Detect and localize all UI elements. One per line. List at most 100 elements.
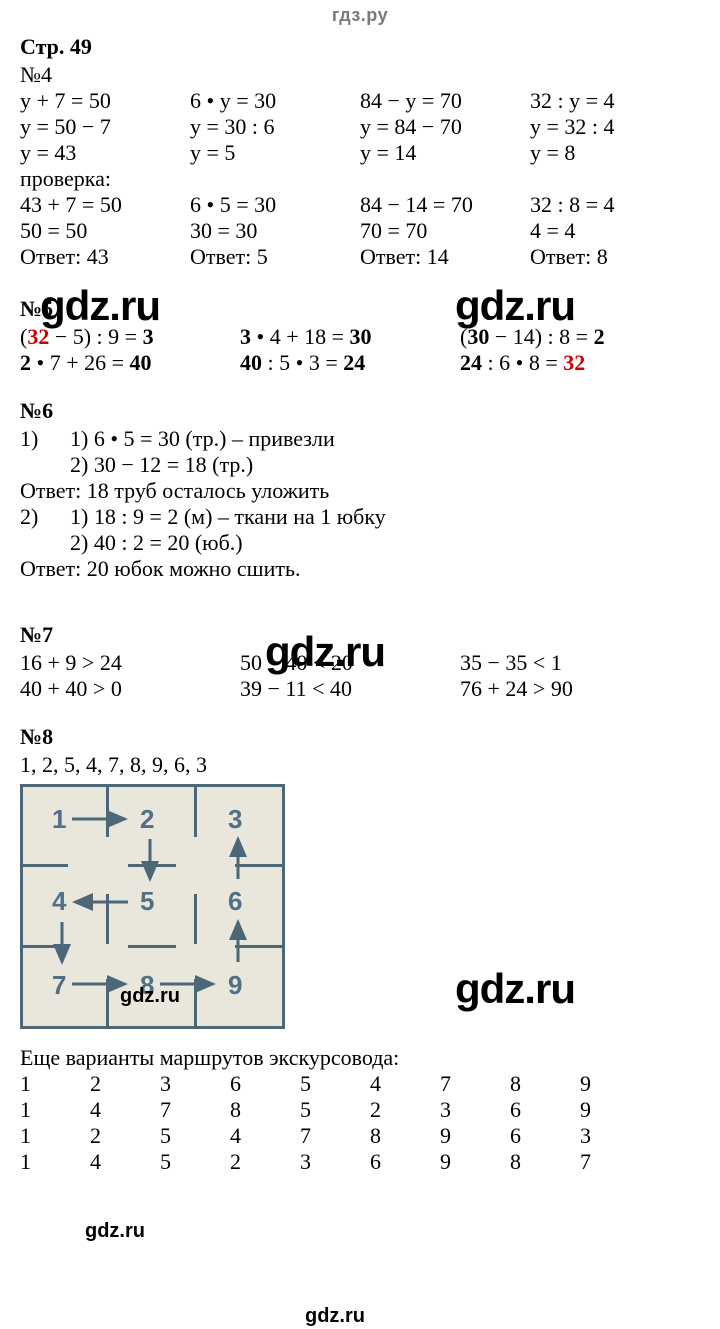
cell: 30 = 30 <box>190 218 360 244</box>
route-cell: 1 <box>20 1123 90 1149</box>
route-cell: 6 <box>230 1071 300 1097</box>
problem-4: №4 у + 7 = 50 6 • у = 30 84 − у = 70 32 … <box>20 62 700 270</box>
problem-label: №6 <box>20 398 700 424</box>
route-cell: 8 <box>510 1149 580 1175</box>
expression-cell: 3 • 4 + 18 = 30 <box>240 324 460 350</box>
problem-label: №4 <box>20 62 700 88</box>
equation-row: 43 + 7 = 50 6 • 5 = 30 84 − 14 = 70 32 :… <box>20 192 700 218</box>
cell: Ответ: 14 <box>360 244 530 270</box>
answer: Ответ: 20 юбок можно сшить. <box>20 556 700 582</box>
puzzle-arrows <box>20 784 285 1029</box>
expression-cell: 2 • 7 + 26 = 40 <box>20 350 240 376</box>
route-cell: 3 <box>580 1123 650 1149</box>
puzzle-grid: 1 2 3 4 5 6 7 8 9 <box>20 784 285 1029</box>
route-cell: 6 <box>510 1123 580 1149</box>
site-header: гдз.ру <box>0 0 720 34</box>
cell: 50 = 50 <box>20 218 190 244</box>
expression-cell: 40 : 5 • 3 = 24 <box>240 350 460 376</box>
expression-row: (32 − 5) : 9 = 33 • 4 + 18 = 30(30 − 14)… <box>20 324 700 350</box>
problem-5: №5 (32 − 5) : 9 = 33 • 4 + 18 = 30(30 − … <box>20 296 700 376</box>
expression-cell: (32 − 5) : 9 = 3 <box>20 324 240 350</box>
route-cell: 8 <box>230 1097 300 1123</box>
route-cell: 3 <box>440 1097 510 1123</box>
cell: 84 − у = 70 <box>360 88 530 114</box>
cell: 40 + 40 > 0 <box>20 676 240 702</box>
route-cell: 4 <box>370 1071 440 1097</box>
problem-label: №7 <box>20 622 700 648</box>
route-cell: 2 <box>90 1123 160 1149</box>
cell: Ответ: 43 <box>20 244 190 270</box>
route-cell: 4 <box>230 1123 300 1149</box>
route-cell: 3 <box>160 1071 230 1097</box>
problem-6: №6 1) 1) 6 • 5 = 30 (тр.) – привезли 2) … <box>20 398 700 582</box>
step: 2) 40 : 2 = 20 (юб.) <box>70 530 386 556</box>
problem-8: №8 1, 2, 5, 4, 7, 8, 9, 6, 3 1 2 3 4 5 6… <box>20 724 700 1175</box>
watermark: gdz.ru <box>305 1305 365 1328</box>
problem-label: №8 <box>20 724 700 750</box>
route-cell: 5 <box>300 1071 370 1097</box>
expression-row: 2 • 7 + 26 = 4040 : 5 • 3 = 2424 : 6 • 8… <box>20 350 700 376</box>
step: 1) 18 : 9 = 2 (м) – ткани на 1 юбку <box>70 504 386 530</box>
cell: 6 • 5 = 30 <box>190 192 360 218</box>
route-row: 123654789 <box>20 1071 700 1097</box>
cell: 70 = 70 <box>360 218 530 244</box>
route-cell: 9 <box>440 1149 510 1175</box>
route-cell: 5 <box>160 1149 230 1175</box>
routes-table: 123654789147852369125478963145236987 <box>20 1071 700 1175</box>
step: 2) 30 − 12 = 18 (тр.) <box>70 452 335 478</box>
cell: Ответ: 5 <box>190 244 360 270</box>
cell: у = 5 <box>190 140 360 166</box>
route-cell: 5 <box>160 1123 230 1149</box>
cell: 32 : у = 4 <box>530 88 700 114</box>
cell: 50 − 40 < 20 <box>240 650 460 676</box>
route-cell: 1 <box>20 1149 90 1175</box>
problem-7: №7 16 + 9 > 24 50 − 40 < 20 35 − 35 < 1 … <box>20 622 700 702</box>
cell: 43 + 7 = 50 <box>20 192 190 218</box>
content: Стр. 49 №4 у + 7 = 50 6 • у = 30 84 − у … <box>0 34 720 1175</box>
route-cell: 9 <box>580 1097 650 1123</box>
cell: 4 = 4 <box>530 218 700 244</box>
route-cell: 9 <box>580 1071 650 1097</box>
route-cell: 8 <box>510 1071 580 1097</box>
subnum: 2) <box>20 504 70 556</box>
equation-row: 50 = 50 30 = 30 70 = 70 4 = 4 <box>20 218 700 244</box>
cell: Ответ: 8 <box>530 244 700 270</box>
cell: 76 + 24 > 90 <box>460 676 680 702</box>
subnum: 1) <box>20 426 70 478</box>
cell: 84 − 14 = 70 <box>360 192 530 218</box>
equation-row: у = 50 − 7 у = 30 : 6 у = 84 − 70 у = 32… <box>20 114 700 140</box>
route-cell: 8 <box>370 1123 440 1149</box>
subproblem: 2) 1) 18 : 9 = 2 (м) – ткани на 1 юбку 2… <box>20 504 700 556</box>
answers-row: Ответ: 43 Ответ: 5 Ответ: 14 Ответ: 8 <box>20 244 700 270</box>
routes-label: Еще варианты маршрутов экскурсовода: <box>20 1045 700 1071</box>
equation-row: у = 43 у = 5 у = 14 у = 8 <box>20 140 700 166</box>
route-cell: 7 <box>580 1149 650 1175</box>
cell: у + 7 = 50 <box>20 88 190 114</box>
problem-label: №5 <box>20 296 700 322</box>
sequence: 1, 2, 5, 4, 7, 8, 9, 6, 3 <box>20 752 700 778</box>
cell: 16 + 9 > 24 <box>20 650 240 676</box>
cell: 32 : 8 = 4 <box>530 192 700 218</box>
route-cell: 1 <box>20 1071 90 1097</box>
route-row: 125478963 <box>20 1123 700 1149</box>
cell: у = 50 − 7 <box>20 114 190 140</box>
step: 1) 6 • 5 = 30 (тр.) – привезли <box>70 426 335 452</box>
cell: у = 14 <box>360 140 530 166</box>
inequality-row: 16 + 9 > 24 50 − 40 < 20 35 − 35 < 1 <box>20 650 700 676</box>
route-cell: 5 <box>300 1097 370 1123</box>
route-cell: 7 <box>440 1071 510 1097</box>
route-cell: 6 <box>510 1097 580 1123</box>
route-cell: 4 <box>90 1149 160 1175</box>
expression-cell: (30 − 14) : 8 = 2 <box>460 324 680 350</box>
route-cell: 2 <box>90 1071 160 1097</box>
watermark: gdz.ru <box>85 1220 145 1243</box>
cell: у = 8 <box>530 140 700 166</box>
route-cell: 2 <box>230 1149 300 1175</box>
route-cell: 9 <box>440 1123 510 1149</box>
check-label: проверка: <box>20 166 700 192</box>
cell: 6 • у = 30 <box>190 88 360 114</box>
route-row: 145236987 <box>20 1149 700 1175</box>
subproblem: 1) 1) 6 • 5 = 30 (тр.) – привезли 2) 30 … <box>20 426 700 478</box>
answer: Ответ: 18 труб осталось уложить <box>20 478 700 504</box>
cell: у = 43 <box>20 140 190 166</box>
